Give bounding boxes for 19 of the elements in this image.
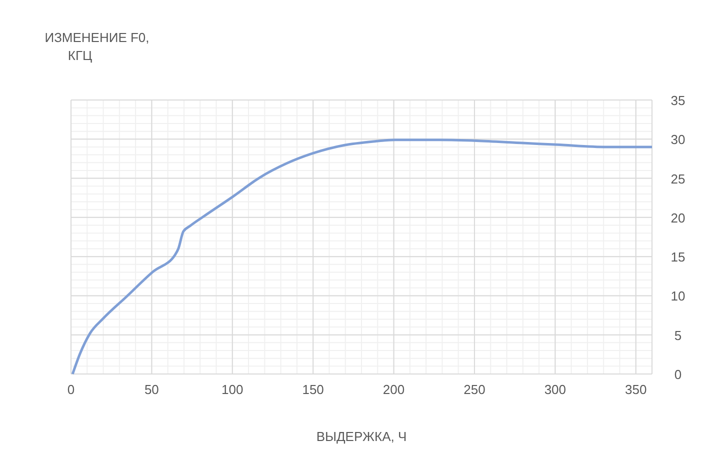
y-tick-label: 30: [670, 132, 686, 148]
y-tick-label: 5: [674, 328, 682, 343]
x-tick-label: 200: [382, 382, 405, 397]
x-tick-label: 350: [625, 382, 647, 397]
y-axis-title: ИЗМЕНЕНИЕ F0, КГЦ: [44, 30, 150, 63]
x-tick-label: 50: [144, 382, 159, 397]
y-tick-label: 0: [674, 367, 682, 382]
y-tick-label: 25: [670, 171, 686, 186]
y-tick-label: 35: [670, 93, 686, 108]
y-tick-label: 10: [670, 288, 686, 304]
x-tick-label: 300: [544, 382, 566, 397]
x-tick-label: 250: [464, 382, 486, 397]
x-tick-label: 150: [302, 382, 324, 397]
line-series: [71, 138, 654, 376]
x-tick-label: 100: [222, 382, 244, 397]
x-axis-title: ВЫДЕРЖКА, Ч: [316, 429, 407, 444]
x-tick-label: 0: [67, 382, 75, 397]
y-tick-label: 20: [670, 210, 686, 226]
y-tick-label: 15: [670, 250, 686, 265]
